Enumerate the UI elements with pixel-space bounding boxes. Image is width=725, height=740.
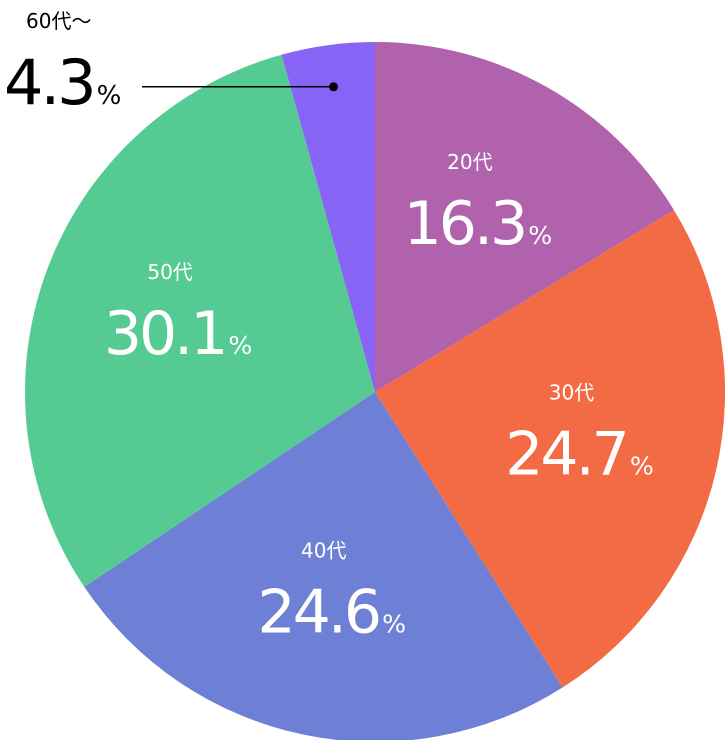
category-label: 60代～: [26, 9, 91, 33]
category-label: 50代: [147, 260, 192, 284]
value-number: 24.7: [505, 420, 627, 490]
pie-slice: [84, 392, 563, 740]
pie-slice: [24, 54, 375, 587]
value-unit: %: [97, 81, 122, 111]
value-unit: %: [630, 452, 654, 481]
category-label: 40代: [301, 539, 346, 563]
pie-slice: [375, 210, 725, 688]
category-label: 30代: [549, 381, 594, 405]
value-unit: %: [382, 610, 406, 639]
value-number: 24.6: [258, 578, 380, 648]
pie-slice: [281, 42, 375, 392]
value-label: 24.6%: [258, 578, 407, 648]
value-label: 24.7%: [505, 420, 654, 490]
value-unit: %: [528, 221, 552, 250]
value-unit: %: [228, 331, 252, 360]
value-label: 30.1%: [104, 299, 253, 369]
value-number: 16.3: [404, 189, 526, 259]
value-number: 30.1: [104, 299, 226, 369]
leader-dot: [329, 82, 339, 92]
category-label: 20代: [447, 150, 492, 174]
value-label: 4.3%: [4, 46, 121, 119]
value-number: 4.3: [4, 46, 94, 119]
value-label: 16.3%: [404, 189, 553, 259]
pie-slice: [375, 42, 674, 392]
